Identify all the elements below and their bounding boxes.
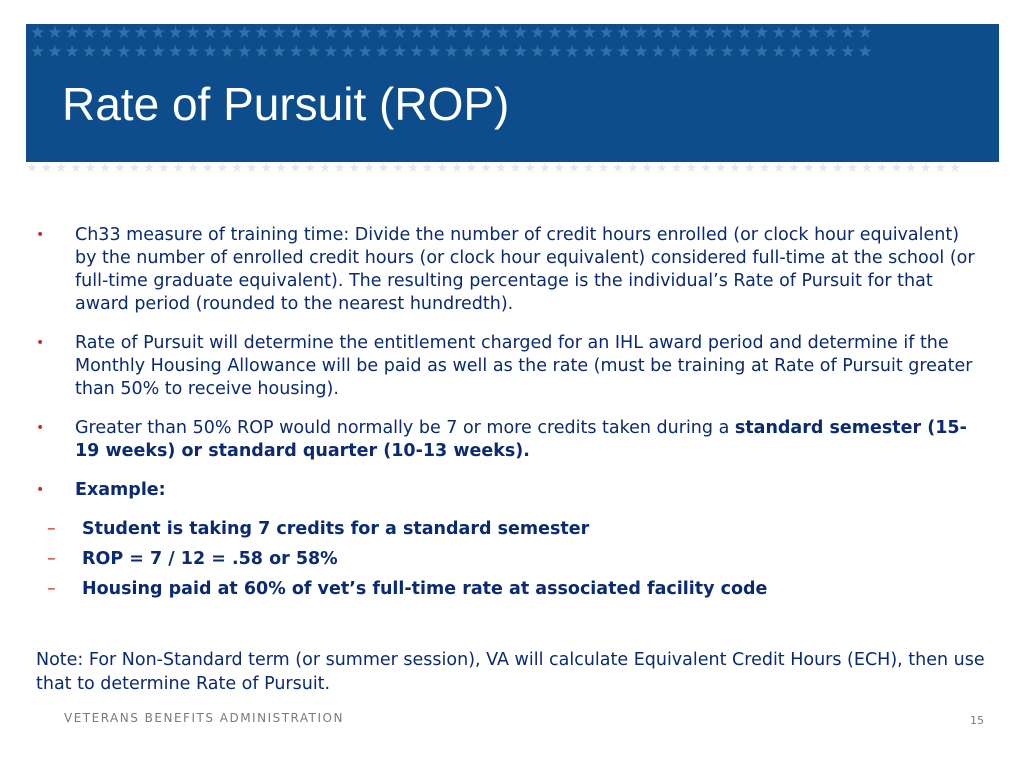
stars-pattern: ★★★★★★★★★★★★★★★★★★★★★★★★★★★★★★★★★★★★★★★★…: [30, 24, 875, 62]
example-sub-list: – Student is taking 7 credits for a stan…: [36, 518, 986, 601]
bullet-marker: •: [36, 227, 45, 243]
slide-title: Rate of Pursuit (ROP): [62, 78, 510, 130]
sub-item: – ROP = 7 / 12 = .58 or 58%: [36, 548, 986, 571]
bullet-marker: •: [36, 420, 45, 436]
footer-label: VETERANS BENEFITS ADMINISTRATION: [64, 711, 344, 725]
page-number: 15: [970, 714, 984, 727]
dash-marker: –: [47, 549, 56, 569]
bullet-marker: •: [36, 482, 45, 498]
dash-marker: –: [47, 519, 56, 539]
bullet-item: • Example:: [36, 479, 986, 502]
sub-item-text: ROP = 7 / 12 = .58 or 58%: [82, 549, 338, 569]
bullet-bold-text: standard semester (15-19 weeks) or stand…: [75, 418, 967, 461]
bullet-marker: •: [36, 335, 45, 351]
sub-item: – Student is taking 7 credits for a stan…: [36, 518, 986, 541]
bullet-text: Greater than 50% ROP would normally be 7…: [75, 418, 735, 438]
bullet-list: • Ch33 measure of training time: Divide …: [36, 224, 986, 608]
bullet-item: • Greater than 50% ROP would normally be…: [36, 417, 986, 463]
example-label: Example:: [75, 480, 166, 500]
sub-item: – Housing paid at 60% of vet’s full-time…: [36, 578, 986, 601]
stars-border: ★★★★★★★★★★★★★★★★★★★★★★★★★★★★★★★★★★★★★★★★…: [26, 162, 964, 176]
sub-item-text: Student is taking 7 credits for a standa…: [82, 519, 590, 539]
bullet-item: • Rate of Pursuit will determine the ent…: [36, 332, 986, 401]
note-text: Note: For Non-Standard term (or summer s…: [36, 650, 985, 694]
sub-item-text: Housing paid at 60% of vet’s full-time r…: [82, 579, 768, 599]
bullet-text: Ch33 measure of training time: Divide th…: [75, 225, 975, 314]
bullet-item: • Ch33 measure of training time: Divide …: [36, 224, 986, 316]
title-banner: ★★★★★★★★★★★★★★★★★★★★★★★★★★★★★★★★★★★★★★★★…: [26, 24, 999, 162]
dash-marker: –: [47, 579, 56, 599]
bullet-text: Rate of Pursuit will determine the entit…: [75, 333, 973, 399]
